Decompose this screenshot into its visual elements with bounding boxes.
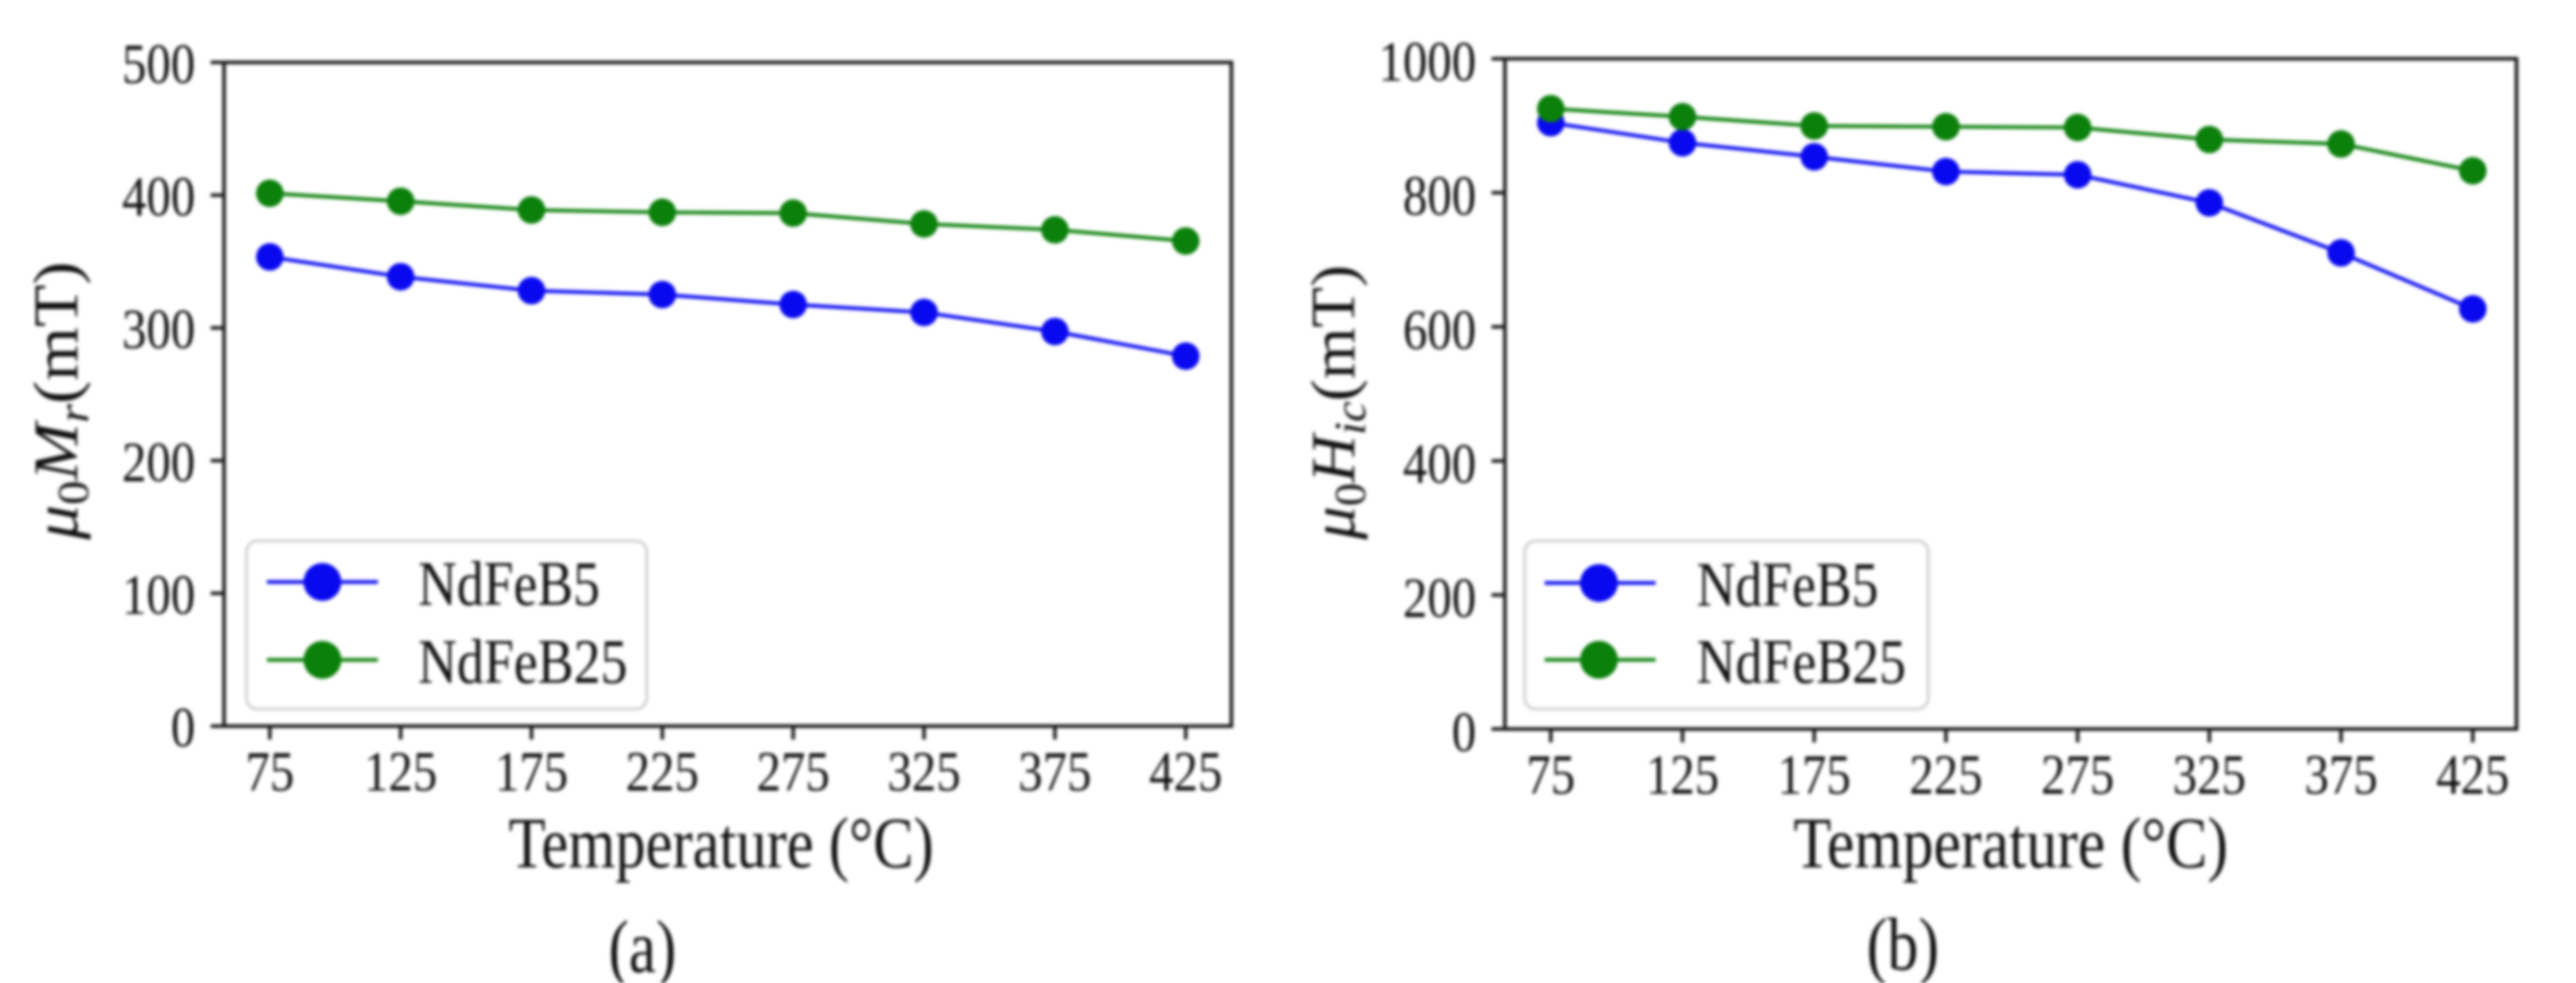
svg-text:NdFeB5: NdFeB5	[418, 549, 600, 619]
svg-text:100: 100	[122, 564, 195, 626]
svg-text:125: 125	[364, 741, 437, 804]
svg-text:(b): (b)	[1867, 903, 1939, 983]
svg-text:175: 175	[495, 741, 568, 804]
svg-text:500: 500	[122, 32, 195, 95]
svg-text:400: 400	[1403, 433, 1476, 496]
svg-text:(a): (a)	[609, 905, 676, 983]
svg-text:325: 325	[887, 741, 960, 804]
svg-text:400: 400	[122, 165, 195, 228]
svg-text:NdFeB5: NdFeB5	[1697, 551, 1878, 620]
svg-text:800: 800	[1403, 164, 1476, 227]
svg-text:425: 425	[1149, 741, 1223, 804]
svg-text:325: 325	[2173, 743, 2246, 806]
svg-text:1000: 1000	[1379, 31, 1476, 94]
svg-text:125: 125	[1646, 743, 1719, 806]
svg-text:425: 425	[2436, 743, 2509, 806]
svg-text:275: 275	[757, 741, 830, 804]
svg-text:225: 225	[626, 741, 699, 804]
svg-text:NdFeB25: NdFeB25	[418, 627, 627, 697]
svg-text:75: 75	[1527, 743, 1575, 806]
svg-text:600: 600	[1403, 298, 1476, 361]
svg-text:Temperature (°C): Temperature (°C)	[509, 803, 934, 883]
svg-text:225: 225	[1909, 743, 1982, 806]
svg-text:Temperature (°C): Temperature (°C)	[1793, 803, 2228, 883]
svg-text:275: 275	[2041, 743, 2115, 806]
svg-text:375: 375	[1018, 741, 1091, 804]
svg-text:NdFeB25: NdFeB25	[1697, 627, 1906, 697]
svg-text:200: 200	[122, 431, 195, 493]
svg-text:300: 300	[122, 298, 195, 361]
svg-text:μ0Hic(mT): μ0Hic(mT)	[1298, 265, 1375, 541]
svg-text:0: 0	[1452, 700, 1476, 763]
svg-text:0: 0	[171, 697, 195, 759]
svg-text:75: 75	[246, 741, 294, 804]
svg-text:200: 200	[1403, 567, 1476, 630]
svg-text:μ0Mr(mT): μ0Mr(mT)	[22, 261, 98, 540]
svg-text:175: 175	[1778, 743, 1851, 806]
svg-text:375: 375	[2304, 743, 2378, 806]
